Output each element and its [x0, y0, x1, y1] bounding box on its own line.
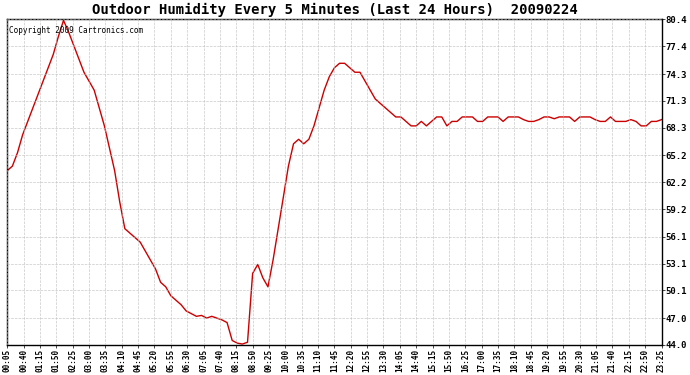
Title: Outdoor Humidity Every 5 Minutes (Last 24 Hours)  20090224: Outdoor Humidity Every 5 Minutes (Last 2…	[92, 3, 578, 17]
Text: Copyright 2009 Cartronics.com: Copyright 2009 Cartronics.com	[8, 26, 143, 35]
